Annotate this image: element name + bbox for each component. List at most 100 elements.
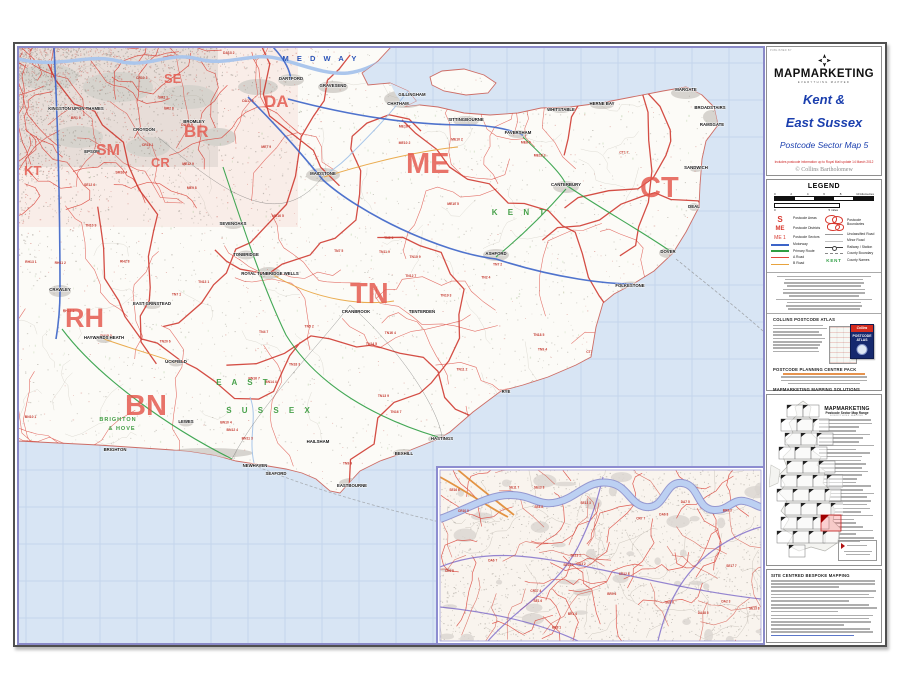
svg-text:CR10 9: CR10 9 [458, 509, 469, 513]
svg-text:SE13 8: SE13 8 [749, 607, 760, 611]
svg-text:TN16 7: TN16 7 [390, 410, 401, 414]
svg-text:BN16 7: BN16 7 [248, 377, 260, 381]
svg-text:DA19 9: DA19 9 [181, 123, 193, 127]
town-label: HAILSHAM [307, 439, 330, 444]
svg-text:DA17 5: DA17 5 [242, 99, 254, 103]
svg-text:BR1 4: BR1 4 [568, 612, 577, 616]
svg-text:RH2 8: RH2 8 [120, 260, 130, 264]
town-label: SANDWICH [684, 165, 708, 170]
svg-text:SE13 3: SE13 3 [580, 501, 591, 505]
legend-heading: LEGEND [807, 183, 841, 190]
legend-item: Primary Route [770, 248, 824, 254]
svg-text:BR2 8: BR2 8 [164, 107, 174, 111]
town-label: HAYWARDS HEATH [84, 335, 124, 340]
svg-text:SE13 8: SE13 8 [534, 486, 545, 490]
town-label: NEWHAVEN [243, 463, 268, 468]
svg-text:ME18 3: ME18 3 [534, 154, 546, 158]
legend-item: B Road [770, 262, 824, 266]
town-label: WHITSTABLE [547, 107, 575, 112]
copyright-fineprint [767, 275, 881, 310]
svg-text:DA3 2: DA3 2 [577, 562, 586, 566]
svg-text:RH15 8: RH15 8 [100, 334, 112, 338]
svg-text:TN20 6: TN20 6 [160, 340, 171, 344]
bespoke-text [771, 580, 877, 637]
sample-code: KENT [826, 258, 842, 264]
svg-text:ME9 8: ME9 8 [187, 186, 197, 190]
unitary-label: BRIGHTON [99, 417, 136, 423]
sample-code: ME 1 [774, 234, 786, 241]
town-label: DOVER [660, 249, 676, 254]
planner-text [767, 373, 881, 385]
town-label: EPSOM [84, 149, 100, 154]
legend-item-label: B Road [793, 261, 805, 266]
county-label: S U S S E X [226, 406, 314, 415]
town-label: SEVENOAKS [220, 221, 247, 226]
town-label: DARTFORD [279, 76, 303, 81]
map-range-heading: Postcode Sector Map Range [825, 411, 869, 415]
svg-text:SE11 7: SE11 7 [509, 486, 520, 490]
legend-item-label: Primary Route [793, 248, 815, 253]
town-label: SEAFORD [265, 471, 286, 476]
legend-item: ME 1 Postcode Sectors [770, 235, 824, 241]
legend-item-label: County Boundary [847, 251, 874, 256]
legend-item-label: Minor Road [847, 238, 865, 243]
svg-text:DA13 2: DA13 2 [223, 51, 235, 55]
postcode-area-label: CT [640, 172, 679, 204]
legend-item-label: Postcode Districts [793, 226, 821, 231]
town-label: EASTBOURNE [337, 483, 367, 488]
aroad-line-icon [770, 257, 790, 259]
town-label: CANTERBURY [551, 182, 581, 187]
unitary-label: & HOVE [108, 426, 135, 432]
svg-text:BN10 4: BN10 4 [220, 420, 232, 424]
svg-text:BN10 1: BN10 1 [25, 415, 37, 419]
postcode-area-label: KT [24, 163, 41, 178]
brand-name: MAPMARKETING [774, 68, 874, 80]
town-label: BRIGHTON [104, 447, 127, 452]
map-title-line1: Kent & [803, 92, 845, 107]
svg-text:TN7 1: TN7 1 [172, 293, 181, 297]
svg-text:CR9 8: CR9 8 [445, 569, 454, 573]
legend-items: S Postcode Areas ME Postcode Districts ME 1 P… [770, 214, 878, 269]
bespoke-heading: SITE CENTRED BESPOKE MAPPING [771, 573, 850, 578]
svg-text:RH11 2: RH11 2 [55, 261, 66, 265]
book-band-label: Collins [851, 324, 873, 332]
town-label: LEWES [178, 419, 193, 424]
legend-item: County Boundary [824, 251, 878, 256]
town-label: HASTINGS [431, 436, 453, 441]
legend-item-label: Postcode Boundaries [847, 217, 865, 226]
legend-item: Unclassified Road [824, 232, 878, 237]
town-label: CRAWLEY [49, 287, 71, 292]
svg-text:SE17 7: SE17 7 [726, 564, 737, 568]
town-label: MARGATE [675, 87, 697, 92]
town-label: CHATHAM [387, 101, 409, 106]
svg-text:SE16 6: SE16 6 [449, 488, 460, 492]
town-label: CROYDON [133, 127, 155, 132]
svg-text:TN11 9: TN11 9 [379, 250, 390, 254]
postcode-area-label: BN [125, 390, 167, 422]
svg-text:DA6 7: DA6 7 [488, 559, 497, 563]
town-label: RAMSGATE [700, 122, 724, 127]
unclass-line-icon [824, 234, 844, 236]
svg-text:TN16 4: TN16 4 [385, 331, 396, 335]
svg-text:SM16 4: SM16 4 [115, 171, 127, 175]
svg-text:TN14 5: TN14 5 [366, 342, 377, 346]
svg-text:BN11 3: BN11 3 [242, 436, 253, 440]
town-label: MAIDSTONE [310, 171, 336, 176]
svg-text:TN11 2: TN11 2 [456, 367, 467, 371]
svg-text:CR16 1: CR16 1 [142, 143, 154, 147]
svg-text:RH18 2: RH18 2 [63, 309, 75, 313]
svg-text:TN13 9: TN13 9 [378, 394, 389, 398]
svg-text:ME16 5: ME16 5 [272, 214, 284, 218]
svg-text:SE16 1: SE16 1 [563, 563, 574, 567]
legend-item-label: Railway / Station [847, 244, 873, 249]
motorway-line-icon [770, 244, 790, 247]
svg-text:TN5 2: TN5 2 [305, 324, 314, 328]
planner-heading: POSTCODE PLANNING CENTRE PACK [773, 366, 857, 372]
legend-item-label: Unclassified Road [847, 232, 875, 237]
svg-text:TN2 4: TN2 4 [481, 275, 490, 279]
solutions-heading: MAPMARKETING MAPPING SOLUTIONS [773, 387, 860, 393]
svg-text:SE1 6: SE1 6 [533, 599, 542, 603]
svg-text:CT10 1: CT10 1 [586, 350, 597, 354]
